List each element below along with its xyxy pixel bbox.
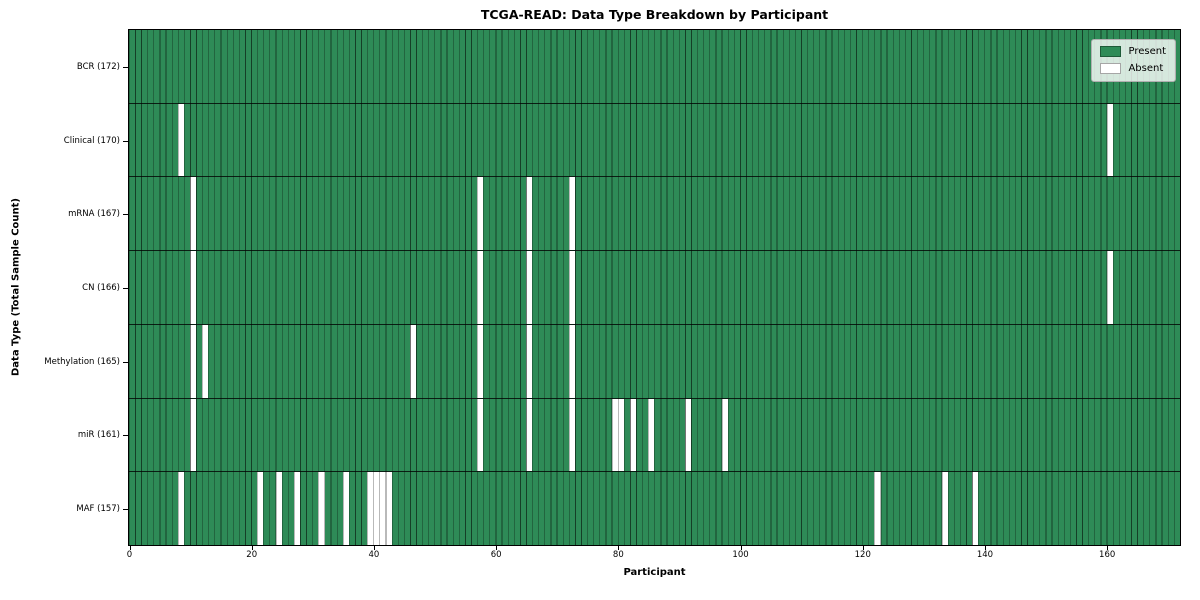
absent-bar	[190, 324, 197, 398]
absent-bar	[685, 398, 692, 472]
x-tick-label: 160	[1099, 550, 1116, 560]
x-axis-label: Participant	[623, 567, 686, 578]
absent-bar	[177, 103, 184, 177]
absent-bar	[379, 472, 386, 546]
x-tick-label: 0	[126, 550, 133, 560]
y-tick-mark	[123, 361, 128, 363]
absent-bar	[630, 398, 637, 472]
y-tick-label: Clinical (170)	[63, 135, 120, 146]
absent-bar	[190, 177, 197, 251]
y-tick-mark	[123, 67, 128, 69]
x-tick-mark	[862, 545, 864, 550]
x-tick-mark	[496, 545, 498, 550]
heatmap-row-mrna	[129, 176, 1180, 251]
absent-bar	[1106, 251, 1113, 324]
x-tick-mark	[129, 545, 131, 550]
absent-bar	[177, 472, 184, 546]
x-tick-label: 20	[246, 550, 258, 560]
absent-bar	[526, 324, 533, 398]
absent-bar	[293, 472, 301, 546]
absent-bar	[477, 398, 484, 472]
x-tick-mark	[373, 545, 375, 550]
x-tick-label: 60	[490, 550, 502, 560]
absent-bar	[568, 177, 576, 251]
chart-title: TCGA-READ: Data Type Breakdown by Partic…	[480, 7, 829, 22]
absent-bar	[202, 324, 209, 398]
absent-bar	[342, 472, 349, 546]
y-tick-mark	[123, 214, 128, 216]
heatmap-row-maf	[129, 471, 1180, 546]
absent-bar	[568, 324, 576, 398]
x-tick-mark	[1107, 545, 1109, 550]
absent-bar	[1106, 103, 1113, 177]
x-tick-label: 120	[854, 550, 871, 560]
y-tick-label: miR (161)	[77, 430, 120, 441]
y-tick-label: Methylation (165)	[44, 356, 120, 367]
legend: Present Absent	[1091, 39, 1176, 82]
legend-label-present: Present	[1128, 46, 1166, 57]
x-tick-mark	[740, 545, 742, 550]
absent-bar	[477, 324, 484, 398]
absent-bar	[275, 472, 282, 546]
x-tick-label: 80	[612, 550, 624, 560]
x-tick-mark	[618, 545, 620, 550]
y-tick-mark	[123, 508, 128, 510]
absent-bar	[721, 398, 728, 472]
absent-bar	[648, 398, 655, 472]
heatmap-row-methylation	[129, 323, 1180, 398]
heatmap-row-cn	[129, 250, 1180, 324]
absent-bar	[367, 472, 374, 546]
plot-area: Present Absent	[128, 29, 1181, 546]
heatmap-row-mir	[129, 397, 1180, 472]
x-tick-label: 100	[732, 550, 749, 560]
absent-bar	[611, 398, 618, 472]
absent-bar	[972, 472, 979, 546]
absent-bar	[941, 472, 948, 546]
y-tick-mark	[123, 140, 128, 142]
legend-item-absent: Absent	[1100, 63, 1166, 74]
y-tick-label: BCR (172)	[76, 62, 120, 73]
x-tick-label: 40	[368, 550, 380, 560]
y-tick-mark	[123, 435, 128, 437]
absent-bar	[526, 251, 533, 324]
y-tick-mark	[123, 288, 128, 289]
y-tick-label: MAF (157)	[76, 503, 120, 514]
absent-bar	[257, 472, 264, 546]
legend-item-present: Present	[1100, 46, 1166, 57]
heatmap-row-clinical	[129, 102, 1180, 177]
absent-bar	[526, 398, 533, 472]
absent-bar	[477, 177, 484, 251]
legend-label-absent: Absent	[1128, 63, 1164, 74]
absent-swatch	[1100, 63, 1122, 74]
x-tick-mark	[984, 545, 986, 550]
x-tick-label: 140	[976, 550, 994, 560]
absent-bar	[385, 472, 392, 546]
absent-bar	[617, 398, 624, 472]
absent-bar	[568, 251, 576, 324]
absent-bar	[568, 398, 576, 472]
absent-bar	[410, 324, 417, 398]
y-tick-label: CN (166)	[82, 283, 120, 293]
y-tick-label: mRNA (167)	[68, 209, 120, 220]
heatmap-row-bcr	[129, 30, 1180, 103]
heatmap-rows	[129, 30, 1180, 546]
absent-bar	[190, 251, 197, 324]
x-tick-mark	[251, 545, 253, 550]
absent-bar	[318, 472, 325, 546]
absent-bar	[874, 472, 881, 546]
absent-bar	[477, 251, 484, 324]
present-swatch	[1100, 46, 1122, 57]
absent-bar	[190, 398, 197, 472]
absent-bar	[373, 472, 380, 546]
absent-bar	[526, 177, 533, 251]
